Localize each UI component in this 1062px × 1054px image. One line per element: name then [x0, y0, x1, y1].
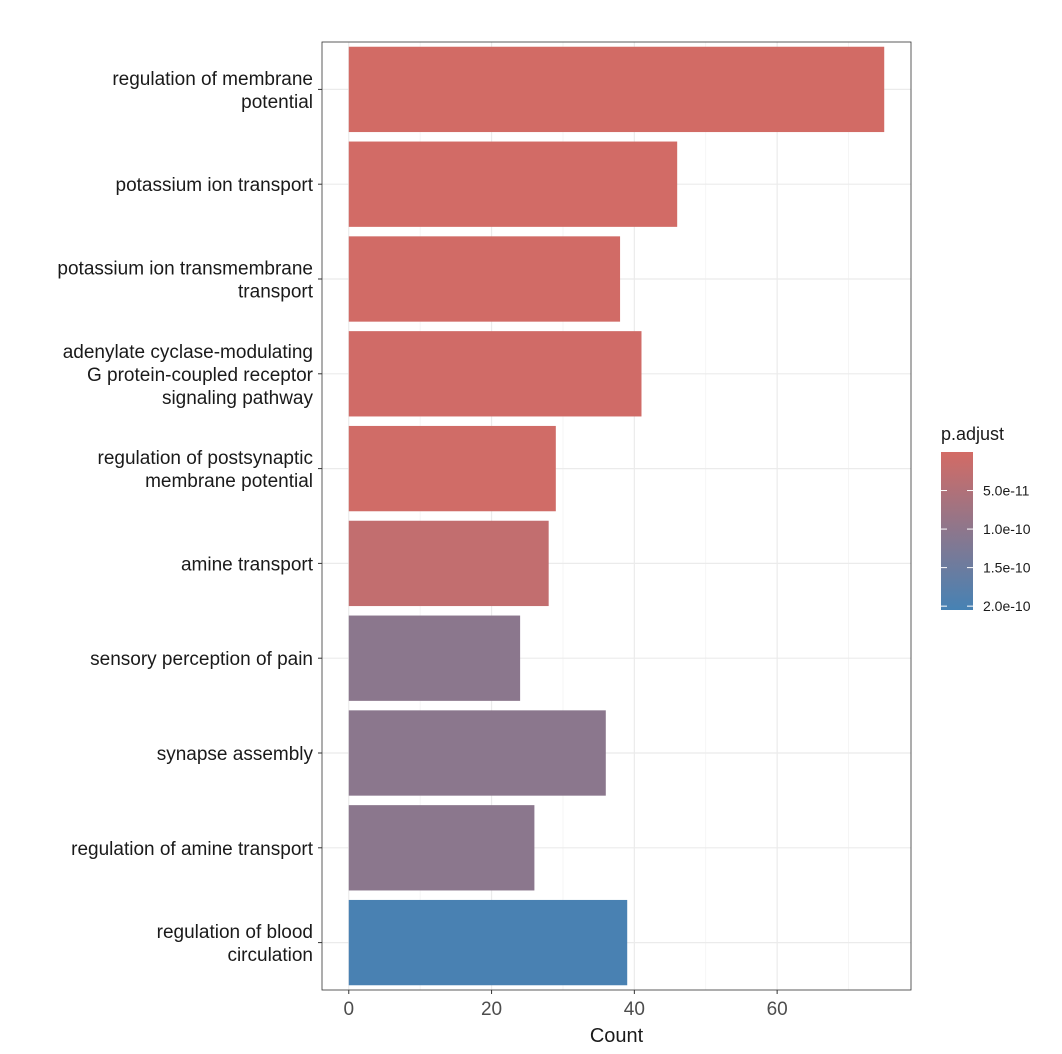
y-tick-label: regulation of amine transport	[71, 839, 314, 860]
bar	[348, 899, 628, 986]
bar	[348, 710, 606, 796]
y-tick-label-line: potassium ion transport	[116, 175, 314, 196]
y-tick-label-line: transport	[238, 282, 314, 303]
legend-tick-label: 5.0e-11	[983, 483, 1030, 499]
y-tick-label-line: regulation of postsynaptic	[98, 448, 313, 469]
x-tick-label: 60	[767, 999, 788, 1020]
y-tick-label: regulation of postsynaptic membrane poten…	[98, 448, 313, 492]
y-tick-label-line: regulation of membrane	[112, 69, 313, 90]
y-tick-label-line: potential	[241, 92, 313, 113]
y-tick-label: amine transport	[181, 554, 314, 575]
y-tick-label-line: amine transport	[181, 554, 314, 575]
x-axis-title: Count	[590, 1025, 644, 1047]
y-tick-label: adenylate cyclase-modulating G protein-co…	[63, 342, 314, 409]
legend-title: p.adjust	[941, 424, 1004, 444]
y-tick-label: synapse assembly	[157, 744, 314, 765]
y-tick-label-line: sensory perception of pain	[90, 649, 313, 670]
bar	[348, 425, 556, 512]
y-tick-label: regulation of blood circulation	[157, 922, 313, 966]
y-tick-label: regulation of membrane potential	[112, 69, 313, 113]
bar	[348, 46, 885, 133]
x-tick-label: 20	[481, 999, 502, 1020]
plot-border	[321, 41, 912, 991]
bar	[348, 236, 621, 322]
y-tick-label: potassium ion transport	[116, 175, 314, 196]
bar	[348, 520, 549, 607]
y-tick-label-line: adenylate cyclase-modulating	[63, 342, 313, 363]
y-tick-label: sensory perception of pain	[90, 649, 313, 670]
y-tick-label-line: potassium ion transmembrane	[57, 259, 313, 280]
x-tick-label: 40	[624, 999, 645, 1020]
legend-tick-label: 1.5e-10	[983, 560, 1031, 576]
legend-colorbar	[941, 452, 973, 610]
bar	[348, 141, 678, 227]
y-tick-label: potassium ion transmembrane transport	[57, 259, 313, 303]
x-tick-label: 0	[343, 999, 354, 1020]
y-tick-label-line: G protein-coupled receptor	[87, 365, 314, 386]
bar	[348, 615, 521, 701]
y-tick-label-line: synapse assembly	[157, 744, 314, 765]
legend-tick-label: 1.0e-10	[983, 521, 1031, 537]
legend-tick-label: 2.0e-10	[983, 598, 1031, 614]
y-tick-label-line: circulation	[227, 945, 313, 966]
y-tick-label-line: signaling pathway	[162, 388, 314, 409]
y-tick-label-line: regulation of amine transport	[71, 839, 314, 860]
y-tick-label-line: membrane potential	[145, 471, 313, 492]
bar	[348, 331, 642, 417]
y-tick-label-line: regulation of blood	[157, 922, 313, 943]
bar	[348, 805, 535, 891]
